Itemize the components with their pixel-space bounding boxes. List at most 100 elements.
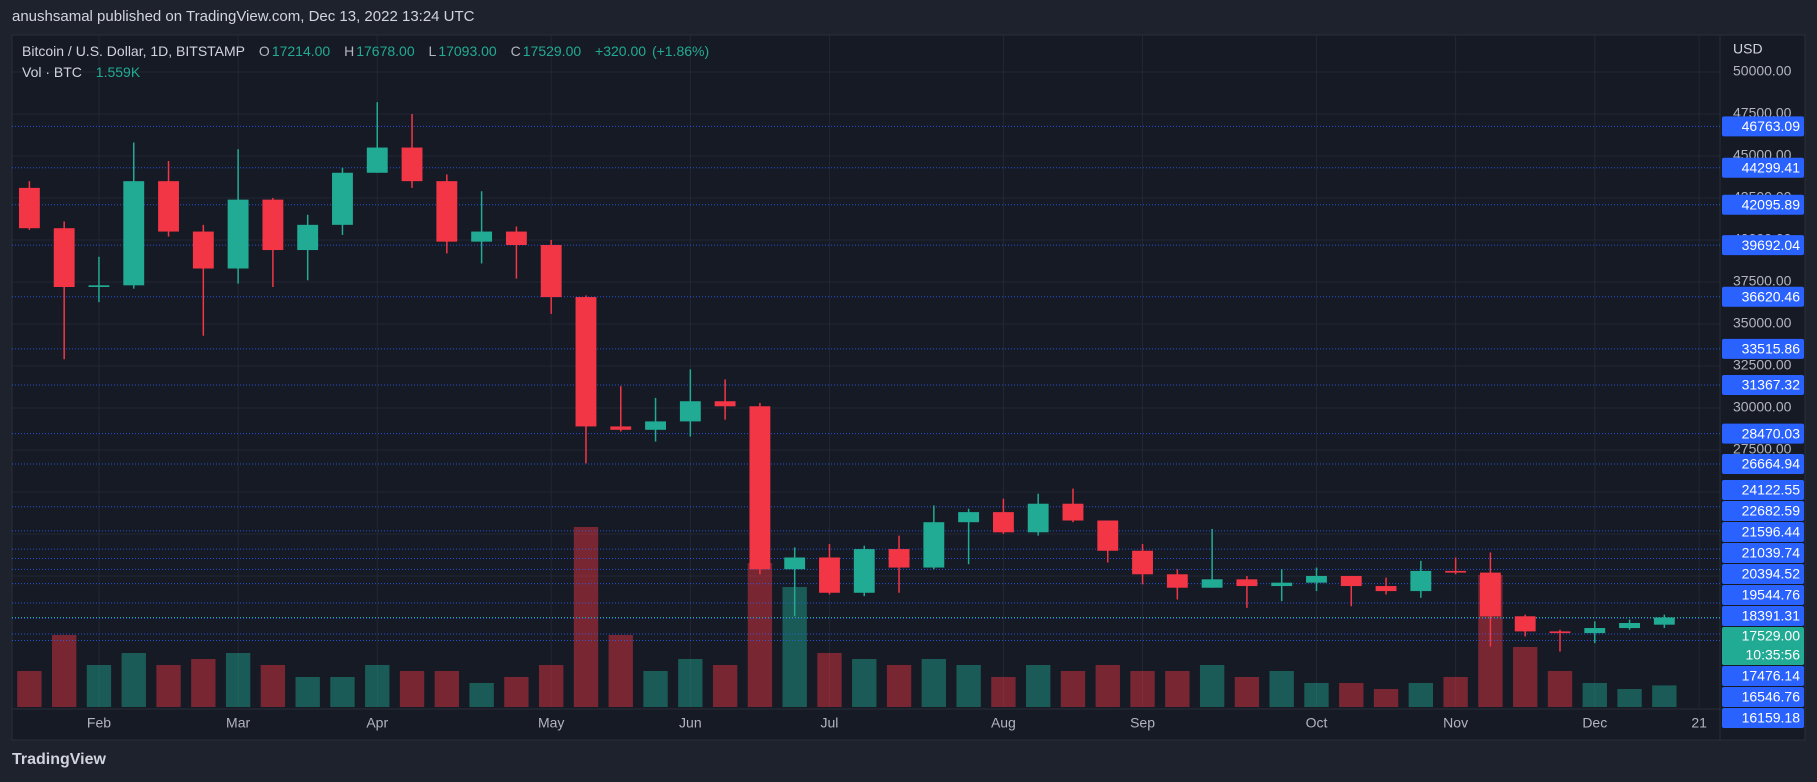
brand: TradingView xyxy=(12,751,106,768)
volume-bar xyxy=(1617,689,1642,707)
candle-body xyxy=(1584,628,1606,634)
level-label-box xyxy=(1722,480,1804,500)
volume-bar xyxy=(852,659,877,707)
candle-body xyxy=(505,231,527,245)
volume-bar xyxy=(1339,683,1364,707)
publish-info: anushsamal published on TradingView.com,… xyxy=(12,8,475,25)
legend-value: 17214.00 xyxy=(271,43,331,59)
volume-bar xyxy=(260,665,286,707)
volume-bar xyxy=(1547,671,1573,707)
legend-key: H xyxy=(344,43,355,59)
legend-change: +320.00 xyxy=(595,43,647,59)
candle-body xyxy=(1514,616,1536,632)
chart-frame xyxy=(11,34,1806,741)
level-label-box xyxy=(1722,116,1804,137)
candle-body xyxy=(192,231,214,269)
volume-bar xyxy=(365,665,390,707)
candle-body xyxy=(1375,586,1397,592)
volume-bar xyxy=(1199,665,1225,707)
candle-body xyxy=(227,199,249,269)
legend-value: 17529.00 xyxy=(522,43,582,59)
level-label: 46763.09 xyxy=(1742,118,1801,134)
x-tick-label: Aug xyxy=(991,715,1016,731)
candle-body xyxy=(1097,520,1119,551)
y-tick-label: 50000.00 xyxy=(1733,63,1792,79)
candle-body xyxy=(610,426,632,430)
legend-key: L xyxy=(428,43,437,59)
legend-change-pct: (+1.86%) xyxy=(651,43,710,59)
x-tick-label: Feb xyxy=(87,715,111,731)
candle-body xyxy=(575,297,597,427)
volume-bar xyxy=(1513,647,1538,707)
level-label: 19544.76 xyxy=(1742,587,1801,603)
candle-body xyxy=(992,512,1014,533)
candle-body xyxy=(1201,579,1223,588)
volume-bar xyxy=(1165,671,1190,707)
volume-bar xyxy=(921,659,947,707)
x-tick-label: May xyxy=(538,715,564,731)
candle-body xyxy=(1236,579,1258,587)
level-label: 26664.94 xyxy=(1742,456,1801,472)
volume-bar xyxy=(469,683,494,707)
level-label: 39692.04 xyxy=(1742,237,1801,253)
volume-bar xyxy=(1060,671,1086,707)
volume-bar xyxy=(1408,683,1434,707)
y-tick-label: 37500.00 xyxy=(1733,273,1792,289)
candle-body xyxy=(262,199,284,251)
volume-bar xyxy=(17,671,42,707)
candle-body xyxy=(1166,574,1188,588)
volume-bar xyxy=(399,671,425,707)
volume-bar xyxy=(156,665,181,707)
volume-bar xyxy=(747,563,773,707)
candle-body xyxy=(1306,575,1327,583)
volume-legend: Vol · BTC 1.559K xyxy=(22,64,142,80)
level-label-box xyxy=(1722,374,1804,395)
volume-bar xyxy=(817,653,842,707)
candle-body xyxy=(158,181,179,232)
level-label-box xyxy=(1722,564,1804,584)
candle-body xyxy=(819,557,840,593)
symbol: Bitcoin / U.S. Dollar, 1D, BITSTAMP xyxy=(22,43,246,59)
volume-bar xyxy=(643,671,668,707)
level-label-box xyxy=(1722,423,1804,444)
level-label: 42095.89 xyxy=(1742,196,1801,212)
level-label: 36620.46 xyxy=(1742,288,1801,304)
volume-bar xyxy=(52,635,77,707)
candle-body xyxy=(1410,570,1432,592)
volume-bar xyxy=(1026,665,1051,707)
candle-body xyxy=(401,147,423,182)
volume-bar xyxy=(1234,677,1260,707)
level-label: 20394.52 xyxy=(1742,566,1801,582)
candle-body xyxy=(1271,582,1293,587)
candle-body xyxy=(1653,617,1675,625)
volume-bar xyxy=(1130,671,1155,707)
volume-value: 1.559K xyxy=(95,64,141,80)
level-label: 22682.59 xyxy=(1742,503,1801,519)
candle-body xyxy=(1062,503,1084,521)
x-tick-label: Jun xyxy=(679,715,702,731)
level-label-box xyxy=(1722,157,1804,178)
level-label: 28470.03 xyxy=(1742,425,1801,441)
candle-body xyxy=(645,421,666,430)
candle-body xyxy=(1027,503,1049,533)
candle-body xyxy=(958,512,980,523)
candle-body xyxy=(1549,631,1571,634)
y-tick-label: 27500.00 xyxy=(1733,441,1792,457)
candle-body xyxy=(297,224,319,251)
candle-body xyxy=(332,172,353,225)
volume-bar xyxy=(1373,689,1399,707)
volume-bar xyxy=(191,659,216,707)
level-label-box xyxy=(1722,235,1804,256)
candle-body xyxy=(1340,575,1362,587)
candle-body xyxy=(923,522,945,568)
level-label: 17476.14 xyxy=(1742,668,1801,684)
candle-body xyxy=(679,401,701,422)
level-label-box xyxy=(1722,194,1804,215)
countdown: 10:35:56 xyxy=(1746,647,1801,663)
candle-body xyxy=(18,187,40,229)
volume-bar xyxy=(886,665,912,707)
volume-name: Vol · BTC xyxy=(22,64,82,80)
x-tick-label: Mar xyxy=(226,715,250,731)
